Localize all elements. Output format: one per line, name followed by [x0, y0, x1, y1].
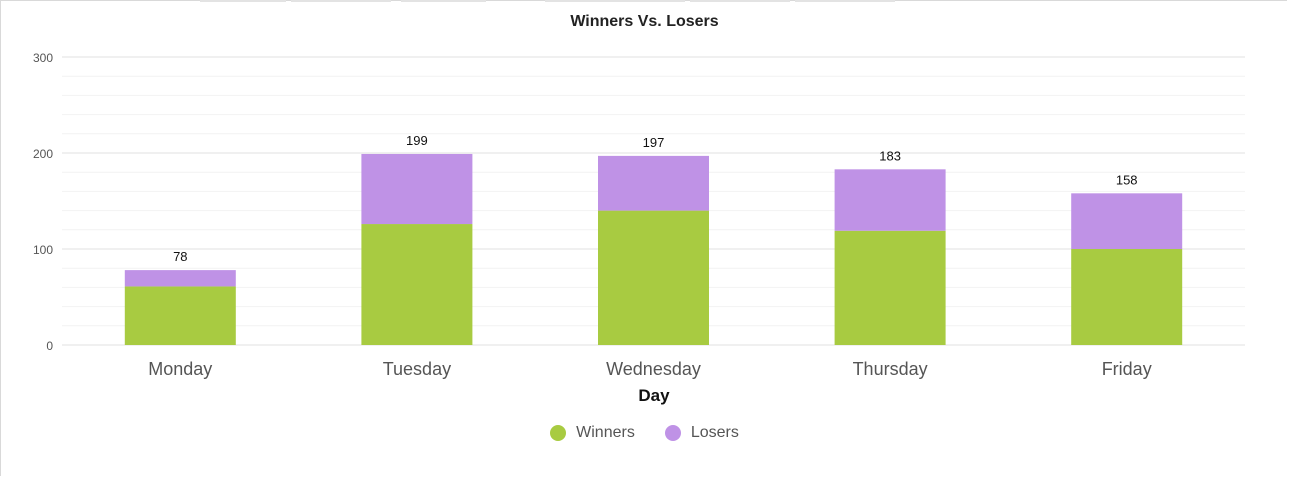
chart-title: Winners Vs. Losers: [570, 13, 719, 30]
y-tick-label: 100: [33, 243, 53, 257]
legend-item-losers[interactable]: Losers: [664, 424, 739, 442]
tab-stub: [200, 0, 286, 2]
bar-total-label: 197: [643, 135, 665, 150]
legend-label-winners: Winners: [576, 424, 635, 441]
chart-legend: Winners Losers: [0, 424, 1289, 442]
bar-losers-friday: [1071, 193, 1183, 249]
bar-losers-monday: [124, 270, 236, 287]
bar-total-label: 199: [406, 133, 428, 148]
x-tick-label: Thursday: [853, 359, 928, 379]
bar-total-label: 78: [173, 249, 187, 264]
legend-swatch-winners: [550, 425, 567, 441]
legend-label-losers: Losers: [690, 424, 739, 441]
bar-winners-thursday: [834, 230, 946, 345]
y-tick-label: 300: [33, 51, 53, 65]
bar-winners-monday: [124, 286, 236, 345]
bar-losers-thursday: [834, 169, 946, 231]
bar-winners-tuesday: [361, 224, 473, 345]
x-tick-label: Tuesday: [383, 359, 451, 379]
bar-winners-friday: [1071, 249, 1183, 345]
tab-stub: [795, 0, 895, 2]
tab-stub: [401, 0, 486, 2]
x-tick-label: Monday: [148, 359, 212, 379]
bar-total-label: 158: [1116, 172, 1138, 187]
bar-winners-wednesday: [598, 210, 709, 345]
legend-swatch-losers: [664, 425, 681, 441]
bar-total-label: 183: [879, 148, 901, 163]
x-tick-label: Wednesday: [606, 359, 701, 379]
tab-stub: [291, 0, 391, 2]
y-tick-label: 0: [46, 339, 53, 353]
legend-item-winners[interactable]: Winners: [550, 424, 635, 442]
bar-losers-wednesday: [598, 155, 709, 211]
x-axis-title: Day: [638, 386, 670, 405]
tab-stub: [545, 0, 685, 2]
y-tick-label: 200: [33, 147, 53, 161]
tab-stub: [690, 0, 790, 2]
bar-losers-tuesday: [361, 153, 473, 225]
x-tick-label: Friday: [1102, 359, 1152, 379]
